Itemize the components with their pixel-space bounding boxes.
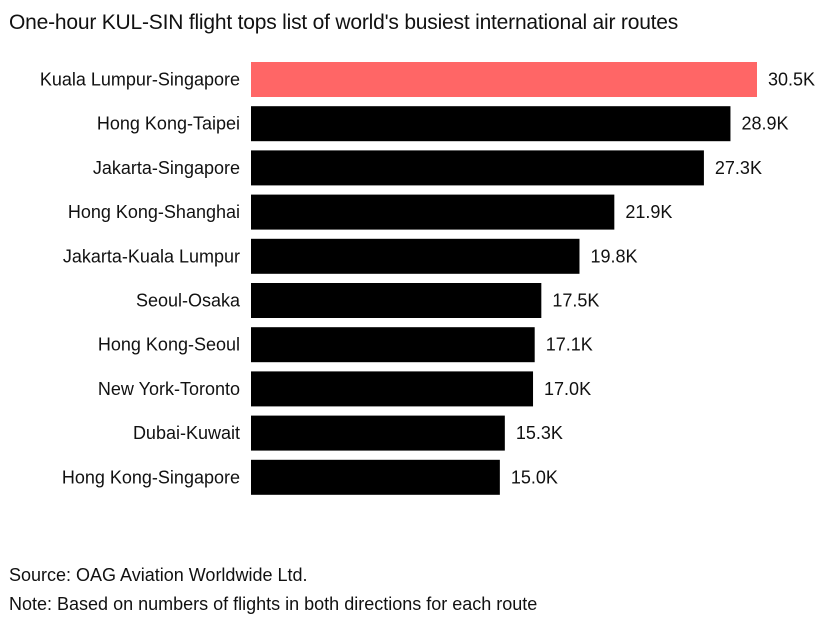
category-label: Dubai-Kuwait (133, 423, 240, 443)
bar-2 (251, 106, 731, 142)
category-label: Seoul-Osaka (136, 291, 241, 311)
category-label: Jakarta-Kuala Lumpur (63, 246, 240, 266)
footnote: Note: Based on numbers of flights in bot… (9, 594, 538, 614)
value-label: 17.0K (544, 379, 591, 399)
value-label: 15.3K (516, 423, 563, 443)
bar-6 (251, 283, 542, 318)
chart-title: One-hour KUL-SIN flight tops list of wor… (9, 11, 679, 34)
bar-3 (251, 150, 704, 186)
category-label: New York-Toronto (98, 379, 240, 399)
value-label: 28.9K (741, 114, 788, 134)
category-label: Jakarta-Singapore (93, 158, 240, 178)
value-label: 15.0K (511, 467, 558, 487)
bar-5 (251, 238, 580, 274)
bar-4 (251, 194, 615, 230)
category-label: Hong Kong-Taipei (97, 114, 240, 134)
value-label: 21.9K (625, 202, 672, 222)
value-label: 19.8K (590, 246, 637, 266)
bar-7 (251, 327, 535, 363)
bar-9 (251, 415, 505, 451)
bar-10 (251, 459, 500, 495)
category-label: Hong Kong-Shanghai (68, 202, 240, 222)
category-label: Hong Kong-Seoul (98, 335, 240, 355)
value-label: 27.3K (715, 158, 762, 178)
value-label: 17.5K (552, 291, 599, 311)
bar-1 (251, 62, 757, 97)
value-label: 17.1K (546, 335, 593, 355)
value-label: 30.5K (768, 70, 815, 90)
category-label: Hong Kong-Singapore (62, 467, 240, 487)
bar-8 (251, 371, 534, 407)
category-label: Kuala Lumpur-Singapore (40, 70, 240, 90)
bar-chart: Kuala Lumpur-Singapore 30.5K Hong Kong-Tai… (40, 62, 815, 495)
source-note: Source: OAG Aviation Worldwide Ltd. (9, 565, 308, 585)
